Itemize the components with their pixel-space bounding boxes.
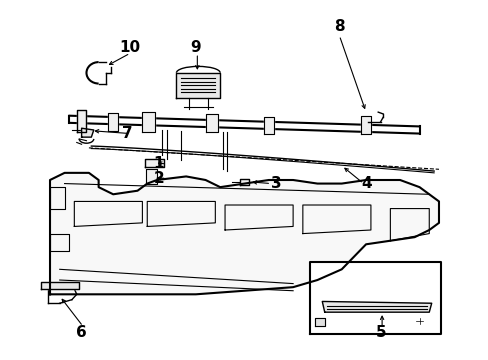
Polygon shape — [205, 114, 217, 132]
Text: 4: 4 — [361, 176, 371, 191]
Text: 6: 6 — [76, 325, 87, 341]
Polygon shape — [50, 173, 438, 294]
Polygon shape — [144, 158, 164, 167]
Text: 9: 9 — [190, 40, 201, 55]
Polygon shape — [41, 282, 79, 289]
Text: 8: 8 — [333, 19, 344, 34]
Polygon shape — [309, 262, 441, 334]
Polygon shape — [81, 128, 94, 137]
Polygon shape — [264, 117, 273, 134]
Polygon shape — [77, 111, 86, 132]
Text: 3: 3 — [271, 176, 281, 191]
Text: 2: 2 — [153, 171, 164, 186]
Polygon shape — [108, 113, 118, 131]
Text: 7: 7 — [122, 126, 132, 141]
Polygon shape — [322, 301, 431, 312]
Polygon shape — [361, 116, 370, 134]
Polygon shape — [176, 73, 220, 98]
Polygon shape — [239, 179, 249, 185]
Text: 5: 5 — [375, 325, 385, 341]
Polygon shape — [314, 318, 324, 327]
Text: 1: 1 — [153, 157, 164, 171]
Polygon shape — [142, 112, 154, 132]
Polygon shape — [146, 169, 157, 184]
Text: 10: 10 — [120, 40, 141, 55]
